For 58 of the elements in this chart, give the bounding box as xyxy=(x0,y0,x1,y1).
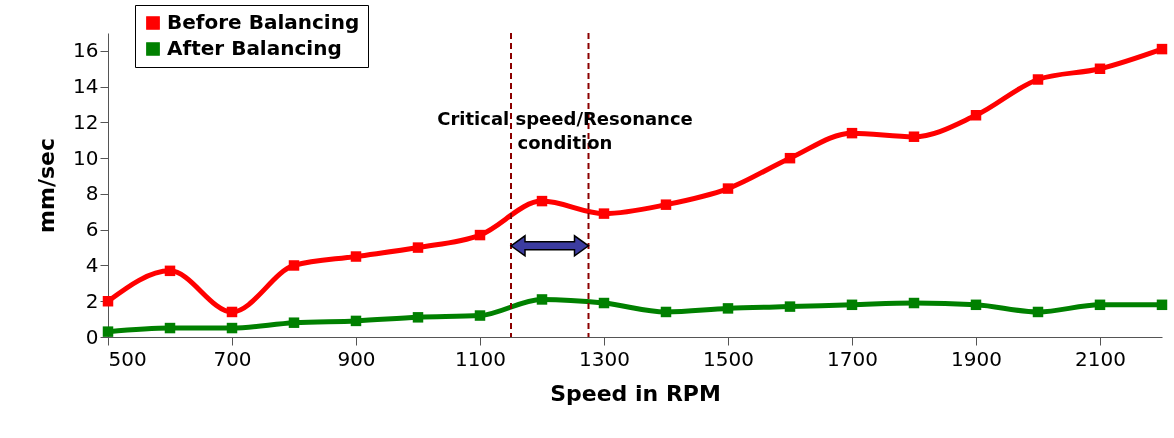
point xyxy=(846,127,858,139)
y-tick-label: 6 xyxy=(85,217,99,242)
x-tick-label: 1700 xyxy=(827,346,878,371)
point xyxy=(536,195,548,207)
point xyxy=(784,301,796,312)
legend-label: After Balancing xyxy=(167,36,342,60)
point xyxy=(722,303,734,314)
point xyxy=(164,322,176,334)
x-tick-label: 1300 xyxy=(579,346,630,371)
x-axis-title: Speed in RPM xyxy=(550,380,721,406)
point xyxy=(784,152,796,164)
y-tick-label: 8 xyxy=(85,181,99,206)
x-tick-label: 900 xyxy=(337,346,376,371)
point xyxy=(288,317,300,328)
x-tick-label: 700 xyxy=(213,346,252,371)
point xyxy=(1032,74,1044,85)
x-tick-label: 500 xyxy=(108,346,147,371)
point xyxy=(1156,43,1168,55)
y-tick-label: 0 xyxy=(85,324,99,349)
point xyxy=(846,299,858,311)
point xyxy=(412,242,424,253)
x-tick-label: 2100 xyxy=(1075,346,1126,371)
y-tick-label: 14 xyxy=(73,74,99,99)
point xyxy=(908,131,920,142)
point xyxy=(288,260,300,271)
y-tick-label: 10 xyxy=(73,145,99,170)
point xyxy=(970,299,982,311)
point xyxy=(660,199,672,210)
point xyxy=(474,229,486,241)
x-tick-label: 1100 xyxy=(455,346,506,371)
point xyxy=(970,110,982,121)
point xyxy=(474,310,486,321)
x-tick-label: 1900 xyxy=(951,346,1002,371)
y-tick-label: 16 xyxy=(73,38,99,63)
point xyxy=(350,251,362,262)
y-tick-label: 12 xyxy=(73,109,99,134)
point xyxy=(226,306,238,318)
point xyxy=(536,294,548,305)
x-tick-label: 1500 xyxy=(703,346,754,371)
point xyxy=(164,265,176,277)
point xyxy=(1032,306,1044,318)
point xyxy=(1094,63,1106,75)
point xyxy=(598,208,610,219)
point xyxy=(1094,299,1106,311)
point xyxy=(1156,299,1168,311)
point xyxy=(102,295,114,307)
annotation: Critical speed/Resonance condition xyxy=(437,108,693,153)
y-tick-label: 2 xyxy=(85,288,99,313)
legend-label: Before Balancing xyxy=(167,10,360,34)
point xyxy=(660,306,672,318)
y-tick-label: 4 xyxy=(85,252,99,277)
point xyxy=(412,312,424,323)
point xyxy=(226,322,238,334)
point xyxy=(598,297,610,309)
point xyxy=(350,315,362,327)
point xyxy=(722,183,734,194)
point xyxy=(908,297,920,309)
y-axis-title: mm/sec xyxy=(34,138,60,233)
